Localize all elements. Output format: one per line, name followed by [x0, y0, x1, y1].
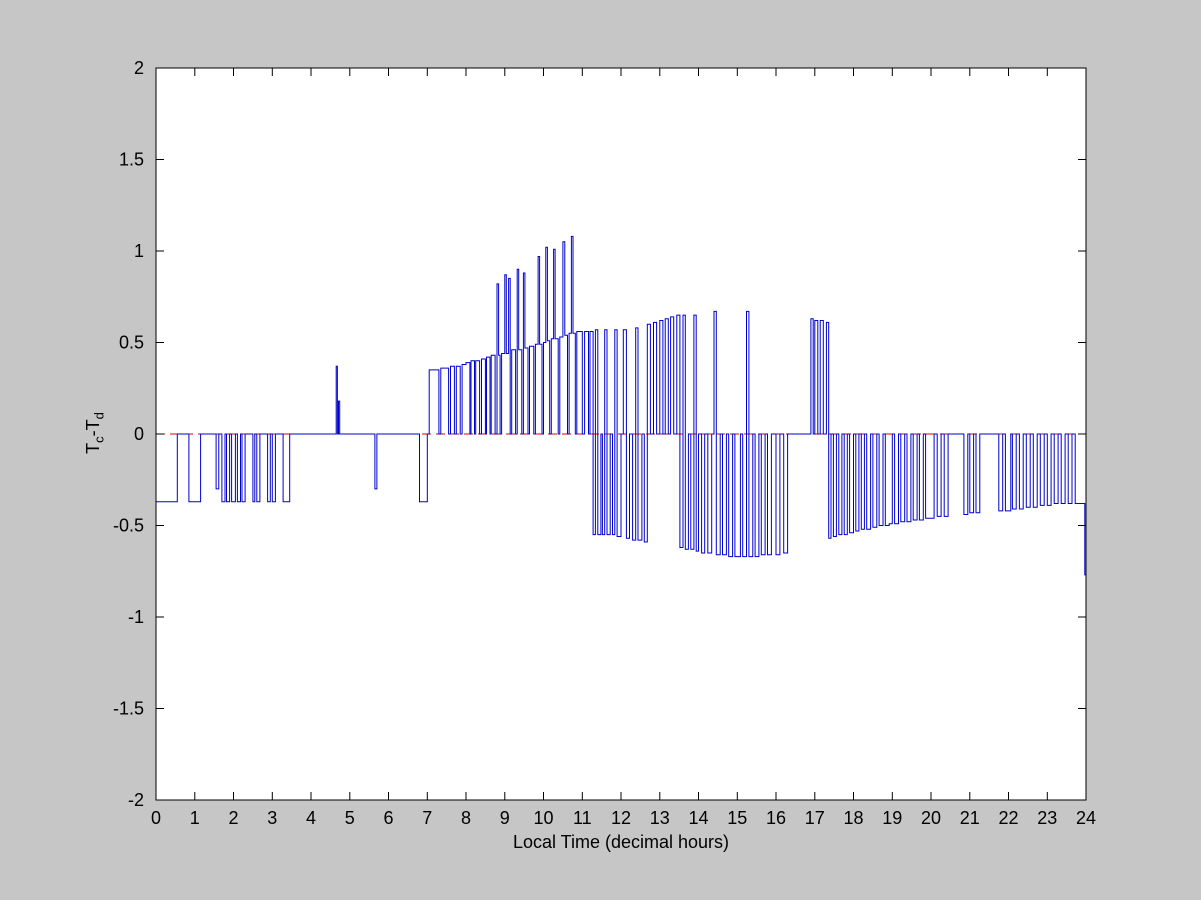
y-tick-label: 0.5 — [119, 333, 144, 353]
data-series-line — [156, 235, 1086, 576]
x-tick-label: 20 — [921, 808, 941, 828]
x-tick-label: 5 — [345, 808, 355, 828]
x-tick-label: 3 — [267, 808, 277, 828]
x-tick-label: 4 — [306, 808, 316, 828]
x-tick-label: 2 — [228, 808, 238, 828]
x-tick-label: 19 — [882, 808, 902, 828]
x-tick-label: 17 — [805, 808, 825, 828]
y-tick-label: -1.5 — [113, 699, 144, 719]
x-tick-label: 21 — [960, 808, 980, 828]
x-tick-label: 12 — [611, 808, 631, 828]
y-axis-label: Tc-Td — [79, 383, 107, 483]
x-tick-label: 10 — [533, 808, 553, 828]
x-tick-label: 0 — [151, 808, 161, 828]
x-tick-label: 1 — [190, 808, 200, 828]
x-tick-label: 7 — [422, 808, 432, 828]
y-tick-label: -1 — [128, 607, 144, 627]
x-tick-label: 11 — [573, 808, 592, 828]
ylabel-sub-1: c — [91, 436, 107, 443]
x-tick-label: 16 — [766, 808, 786, 828]
x-tick-label: 13 — [650, 808, 670, 828]
ylabel-text-2: -T — [83, 419, 103, 437]
y-tick-label: 2 — [134, 58, 144, 78]
y-tick-label: 0 — [134, 424, 144, 444]
x-tick-label: 23 — [1037, 808, 1057, 828]
y-tick-label: -0.5 — [113, 516, 144, 536]
x-tick-label: 8 — [461, 808, 471, 828]
axes-box — [155, 67, 1087, 801]
x-tick-label: 6 — [383, 808, 393, 828]
ylabel-sub-2: d — [91, 412, 107, 420]
ylabel-text-1: T — [83, 442, 103, 454]
x-tick-label: 24 — [1076, 808, 1096, 828]
y-tick-label: 1 — [134, 241, 144, 261]
y-tick-label: -2 — [128, 790, 144, 810]
x-tick-label: 14 — [688, 808, 708, 828]
x-tick-label: 9 — [500, 808, 510, 828]
y-tick-label: 1.5 — [119, 150, 144, 170]
x-axis-label: Local Time (decimal hours) — [512, 832, 730, 852]
x-tick-label: 22 — [998, 808, 1018, 828]
x-tick-label: 18 — [843, 808, 863, 828]
x-tick-label: 15 — [727, 808, 747, 828]
